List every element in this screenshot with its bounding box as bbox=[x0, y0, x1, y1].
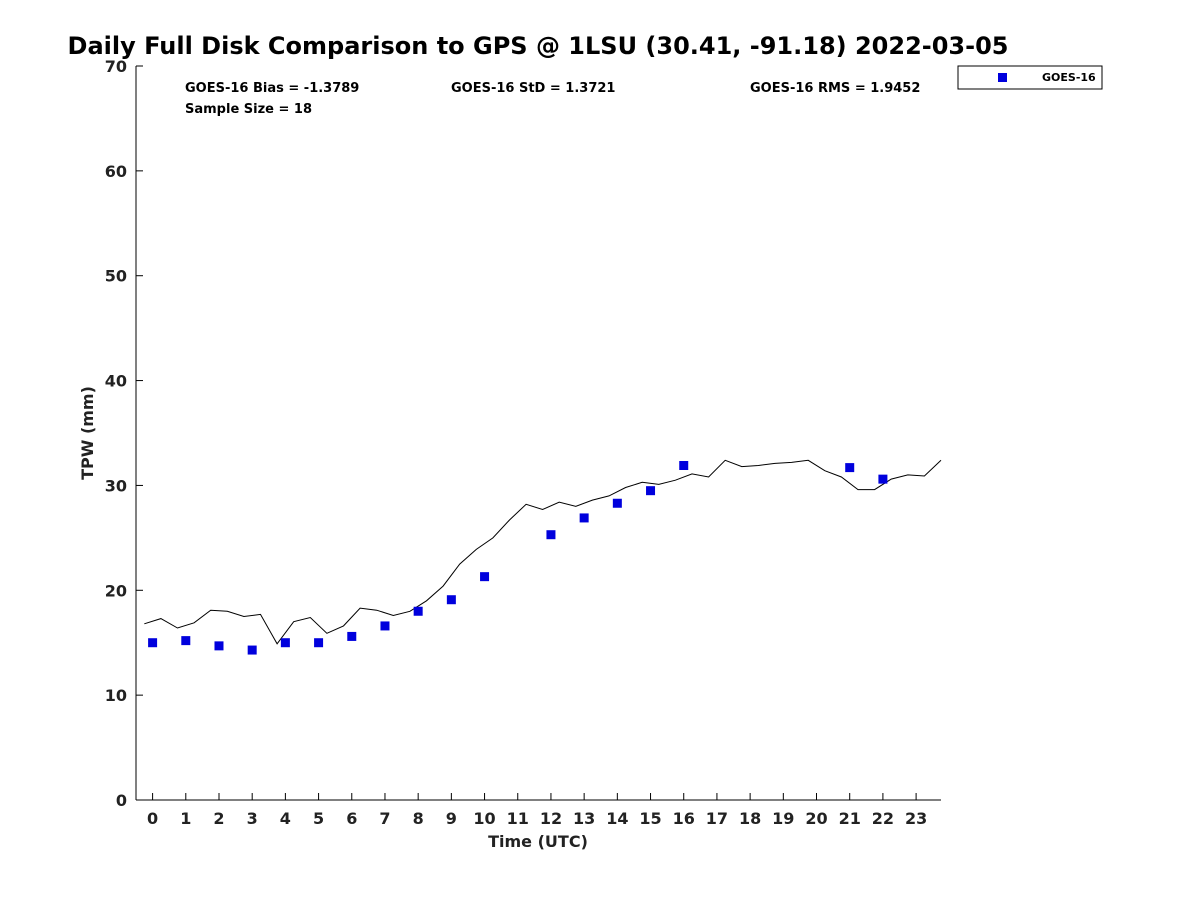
x-tick-label: 23 bbox=[905, 809, 927, 828]
y-tick-label: 10 bbox=[105, 686, 127, 705]
goes16-point bbox=[612, 498, 622, 508]
goes16-point bbox=[247, 645, 257, 655]
x-tick-label: 12 bbox=[540, 809, 562, 828]
x-tick-label: 9 bbox=[446, 809, 457, 828]
x-axis-label: Time (UTC) bbox=[488, 832, 588, 851]
y-tick-label: 30 bbox=[105, 476, 127, 495]
series-layer bbox=[144, 459, 942, 655]
goes16-point bbox=[148, 638, 158, 648]
x-tick-label: 22 bbox=[872, 809, 894, 828]
goes16-point bbox=[878, 474, 888, 484]
stats-annotations: GOES-16 Bias = -1.3789 GOES-16 StD = 1.3… bbox=[185, 81, 920, 117]
legend-marker bbox=[998, 73, 1007, 82]
goes16-point bbox=[314, 638, 324, 648]
goes16-point bbox=[280, 638, 290, 648]
x-tick-label: 8 bbox=[413, 809, 424, 828]
goes16-point bbox=[579, 513, 589, 523]
goes16-point bbox=[181, 636, 191, 646]
goes16-point bbox=[380, 621, 390, 631]
goes16-point bbox=[646, 486, 656, 496]
x-tick-label: 0 bbox=[147, 809, 158, 828]
x-tick-label: 14 bbox=[606, 809, 628, 828]
goes16-point bbox=[446, 595, 456, 605]
goes16-point bbox=[546, 530, 556, 540]
x-tick-label: 6 bbox=[346, 809, 357, 828]
x-tick-label: 2 bbox=[213, 809, 224, 828]
goes16-point bbox=[845, 463, 855, 473]
goes16-point bbox=[347, 631, 357, 641]
y-tick-label: 60 bbox=[105, 162, 127, 181]
x-tick-label: 16 bbox=[673, 809, 695, 828]
legend-label: GOES-16 bbox=[1042, 71, 1096, 84]
x-tick-label: 10 bbox=[473, 809, 495, 828]
x-tick-label: 11 bbox=[507, 809, 529, 828]
y-tick-label: 50 bbox=[105, 267, 127, 286]
x-tick-label: 21 bbox=[839, 809, 861, 828]
y-ticks: 0 10 20 30 40 50 60 70 bbox=[105, 57, 143, 810]
y-tick-label: 20 bbox=[105, 581, 127, 600]
legend-box bbox=[957, 65, 1103, 90]
goes16-point bbox=[413, 606, 423, 616]
x-tick-label: 19 bbox=[772, 809, 794, 828]
std-annotation: GOES-16 StD = 1.3721 bbox=[451, 81, 615, 96]
rms-annotation: GOES-16 RMS = 1.9452 bbox=[750, 81, 920, 96]
legend: GOES-16 bbox=[957, 65, 1103, 90]
x-tick-label: 4 bbox=[280, 809, 291, 828]
y-tick-label: 70 bbox=[105, 57, 127, 76]
x-tick-label: 1 bbox=[180, 809, 191, 828]
axes bbox=[135, 66, 941, 801]
goes16-point bbox=[679, 461, 689, 471]
gps-tpw-line bbox=[144, 459, 942, 645]
y-axis-label: TPW (mm) bbox=[78, 386, 97, 480]
y-tick-label: 40 bbox=[105, 372, 127, 391]
x-tick-label: 7 bbox=[379, 809, 390, 828]
y-tick-label: 0 bbox=[116, 791, 127, 810]
x-tick-label: 18 bbox=[739, 809, 761, 828]
x-tick-label: 13 bbox=[573, 809, 595, 828]
x-tick-label: 3 bbox=[247, 809, 258, 828]
chart-title: Daily Full Disk Comparison to GPS @ 1LSU… bbox=[68, 32, 1009, 60]
sample-size-annotation: Sample Size = 18 bbox=[185, 102, 312, 117]
x-tick-label: 15 bbox=[639, 809, 661, 828]
x-tick-label: 17 bbox=[706, 809, 728, 828]
goes16-point bbox=[480, 572, 490, 582]
bias-annotation: GOES-16 Bias = -1.3789 bbox=[185, 81, 359, 96]
x-ticks: 0 1 2 3 4 5 6 7 8 9 10 11 12 13 14 15 16 17 18 19 20 21 22 23 bbox=[147, 793, 927, 828]
x-tick-label: 5 bbox=[313, 809, 324, 828]
x-tick-label: 20 bbox=[805, 809, 827, 828]
goes16-point bbox=[214, 641, 224, 651]
